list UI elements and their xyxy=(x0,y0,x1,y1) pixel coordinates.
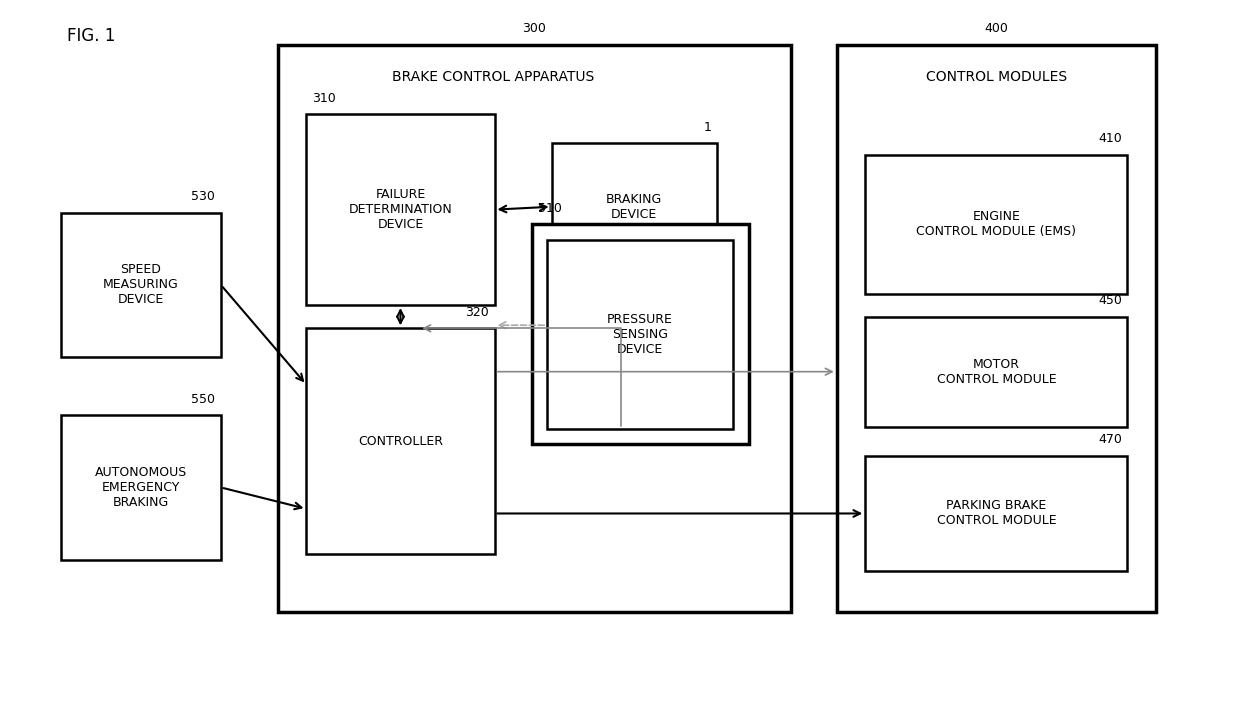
Text: 400: 400 xyxy=(985,23,1008,36)
Text: PRESSURE
SENSING
DEVICE: PRESSURE SENSING DEVICE xyxy=(608,313,673,356)
Text: BRAKING
DEVICE: BRAKING DEVICE xyxy=(606,192,662,221)
Bar xyxy=(61,415,221,560)
Text: 550: 550 xyxy=(191,393,216,406)
Text: 510: 510 xyxy=(538,202,562,215)
Bar xyxy=(532,224,749,444)
Text: FAILURE
DETERMINATION
DEVICE: FAILURE DETERMINATION DEVICE xyxy=(348,188,453,231)
Text: ENGINE
CONTROL MODULE (EMS): ENGINE CONTROL MODULE (EMS) xyxy=(916,210,1076,238)
Bar xyxy=(552,143,717,270)
Bar xyxy=(547,240,733,429)
Text: MOTOR
CONTROL MODULE: MOTOR CONTROL MODULE xyxy=(936,358,1056,386)
Text: FIG. 1: FIG. 1 xyxy=(67,28,115,45)
Text: BRAKE CONTROL APPARATUS: BRAKE CONTROL APPARATUS xyxy=(392,70,594,84)
Bar xyxy=(306,328,495,554)
Text: 1: 1 xyxy=(703,121,712,134)
Text: 470: 470 xyxy=(1097,433,1122,446)
Bar xyxy=(306,114,495,305)
Bar xyxy=(866,155,1127,293)
Text: 450: 450 xyxy=(1097,295,1122,307)
Bar xyxy=(866,456,1127,571)
Text: AUTONOMOUS
EMERGENCY
BRAKING: AUTONOMOUS EMERGENCY BRAKING xyxy=(95,466,187,509)
Text: CONTROL MODULES: CONTROL MODULES xyxy=(926,70,1066,84)
Text: 320: 320 xyxy=(465,306,489,319)
Text: 310: 310 xyxy=(312,92,336,105)
Bar xyxy=(278,45,791,612)
Bar xyxy=(866,317,1127,427)
Bar xyxy=(837,45,1156,612)
Text: CONTROLLER: CONTROLLER xyxy=(358,435,443,448)
Text: 530: 530 xyxy=(191,190,216,203)
Bar xyxy=(61,213,221,357)
Text: SPEED
MEASURING
DEVICE: SPEED MEASURING DEVICE xyxy=(103,264,179,306)
Text: PARKING BRAKE
CONTROL MODULE: PARKING BRAKE CONTROL MODULE xyxy=(936,499,1056,528)
Text: 300: 300 xyxy=(522,23,547,36)
Text: 410: 410 xyxy=(1099,132,1122,145)
